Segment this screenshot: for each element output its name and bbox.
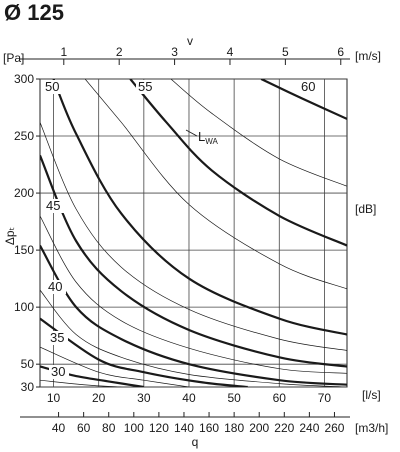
sound-level-curve-35 (40, 317, 248, 387)
top-axis-tick-label: 2 (116, 45, 123, 59)
top-axis-tick-label: 6 (337, 45, 344, 59)
x-axis-tick-label: 30 (137, 391, 151, 405)
lwa-leader (185, 129, 198, 137)
y-axis-label: Δpₜ (3, 227, 17, 245)
top-axis-tick-label: 1 (60, 45, 67, 59)
bottom-axis-tick-label: 220 (274, 421, 294, 435)
y-axis-tick-label: 150 (14, 243, 34, 257)
y-axis-unit: [Pa] (3, 51, 24, 65)
top-axis-unit: [m/s] (355, 49, 381, 63)
sound-level-curve-50 (52, 79, 347, 336)
intermediate-curve (40, 215, 347, 374)
curves (40, 79, 347, 387)
lwa-subscript: WA (205, 137, 218, 146)
grid (39, 78, 348, 388)
curve-label-55: 55 (138, 79, 152, 94)
bottom-axis-tick-label: 80 (102, 421, 116, 435)
curve-label-60: 60 (301, 79, 315, 94)
x-axis-tick-label: 60 (273, 391, 287, 405)
labels: 30 35 40 45 50 55 60 LWA (43, 79, 319, 379)
curve-label-30: 30 (51, 364, 65, 379)
top-axis-tick-label: 5 (282, 45, 289, 59)
curve-label-40: 40 (48, 279, 62, 294)
curve-label-bg (48, 331, 68, 345)
x-axis-tick-label: 20 (92, 391, 106, 405)
bottom-axis-tick-label: 40 (52, 421, 66, 435)
sound-level-curve-60 (260, 79, 347, 120)
sound-unit: [dB] (355, 202, 376, 216)
curve-label-50: 50 (45, 79, 59, 94)
bottom-axis-tick-label: 100 (124, 421, 144, 435)
x-axis-tick-label: 50 (227, 391, 241, 405)
intermediate-curve (40, 346, 190, 387)
intermediate-curve (40, 122, 347, 351)
bottom-axis-tick-label: 180 (224, 421, 244, 435)
curve-label-bg (46, 280, 66, 294)
bottom-axis-tick-label: 120 (149, 421, 169, 435)
x-axis-tick-label: 10 (47, 391, 61, 405)
y-axis-tick-label: 250 (14, 129, 34, 143)
chart-title: Ø 125 (4, 0, 64, 25)
curve-label-35: 35 (50, 330, 64, 345)
curve-label-bg (136, 80, 156, 94)
bottom-axis-tick-label: 140 (174, 421, 194, 435)
x-axis-tick-label: 70 (318, 391, 332, 405)
x-axis-unit: [l/s] (362, 388, 381, 402)
top-axis-label: v (187, 34, 193, 48)
lwa-label: LWA (198, 129, 218, 146)
curve-label-bg (43, 80, 63, 94)
bottom-axis-tick-label: 200 (249, 421, 269, 435)
top-axis-tick-label: 4 (227, 45, 234, 59)
bottom-axis-tick-label: 260 (324, 421, 344, 435)
intermediate-curve (40, 289, 347, 387)
bottom-axis-tick-label: 240 (299, 421, 319, 435)
sound-level-curve-55 (129, 79, 347, 247)
intermediate-curve (84, 79, 347, 290)
bottom-axis-tick-label: 60 (77, 421, 91, 435)
sound-level-curve-45 (40, 154, 347, 368)
y-axis-tick-label: 30 (21, 380, 35, 394)
top-axis-tick-label: 3 (171, 45, 178, 59)
y-axis-tick-label: 50 (21, 357, 35, 371)
y-axis-tick-label: 200 (14, 186, 34, 200)
sound-level-curve-40 (40, 244, 347, 386)
intermediate-curve (170, 79, 347, 187)
bottom-axis-tick-label: 160 (199, 421, 219, 435)
curve-label-bg (299, 80, 319, 94)
axes: 1 2 3 4 5 6v[m/s][Pa]3050100150200250300Δpₜ[d… (3, 34, 388, 449)
curve-label-bg (49, 365, 69, 379)
bottom-axis-label: q (192, 435, 199, 449)
y-axis-tick-label: 100 (14, 300, 34, 314)
plot-frame (39, 78, 348, 388)
bottom-axis-unit: [m3/h] (355, 421, 388, 435)
intermediate-curve (40, 379, 122, 387)
curve-label-bg (44, 199, 64, 213)
x-axis-tick-label: 40 (182, 391, 196, 405)
y-axis-tick-label: 300 (14, 72, 34, 86)
curve-label-45: 45 (46, 198, 60, 213)
